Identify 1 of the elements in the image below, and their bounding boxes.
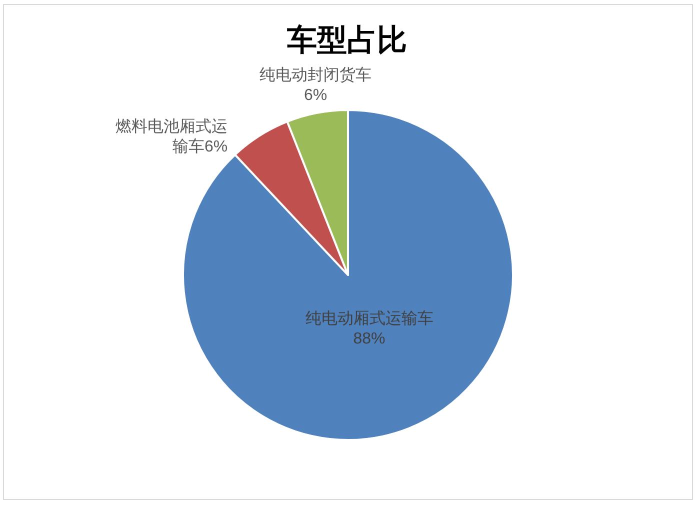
title: 车型占比 xyxy=(287,24,407,57)
